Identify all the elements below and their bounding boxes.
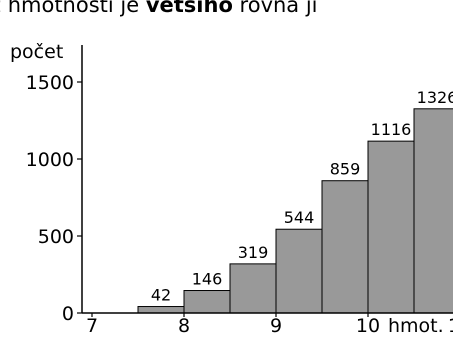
data-label-4: 859	[330, 160, 361, 179]
bar-5	[367, 140, 415, 314]
data-label-3: 544	[284, 208, 315, 227]
bars-group	[137, 108, 453, 314]
y-tick-label-3: 1500	[26, 72, 74, 94]
x-axis-label: hmot.	[388, 315, 444, 337]
bar-4	[321, 180, 369, 314]
y-tick-label-0: 0	[62, 303, 74, 325]
data-labels-group: 4214631954485911161326145915471594162216…	[151, 88, 453, 305]
bar-3	[275, 228, 323, 314]
title-fragment-prefix: z hmotnosti je	[0, 0, 146, 17]
x-tick-label-1: 8	[178, 315, 190, 337]
y-axis-label: počet	[10, 41, 63, 63]
data-label-1: 146	[192, 270, 223, 289]
x-tick-label-2: 9	[270, 315, 282, 337]
data-label-6: 1326	[417, 88, 453, 107]
data-label-2: 319	[238, 243, 269, 262]
title-fragment-suffix: rovná ji	[233, 0, 318, 17]
x-tick-label-3: 10	[356, 315, 380, 337]
bar-0	[137, 306, 185, 314]
y-tick-label-2: 1000	[26, 149, 74, 171]
bar-2	[229, 263, 277, 314]
bar-6	[413, 108, 453, 314]
title-fragment: z hmotnosti je většího rovná ji	[0, 0, 318, 17]
data-label-5: 1116	[371, 120, 412, 139]
y-tick-label-1: 500	[38, 226, 74, 248]
y-ticks-group: 0 500 1000 1500	[26, 72, 82, 325]
x-tick-label-0: 7	[86, 315, 98, 337]
x-tick-label-4: 11	[448, 315, 453, 337]
bar-1	[183, 290, 231, 314]
data-label-0: 42	[151, 286, 171, 305]
x-ticks-group: 78910111213	[86, 313, 453, 337]
title-fragment-bold: většího	[146, 0, 233, 17]
